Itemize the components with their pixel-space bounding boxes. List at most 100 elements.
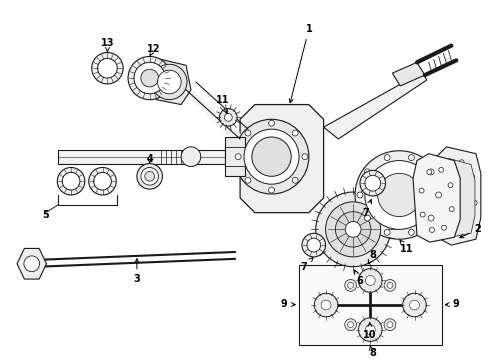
Circle shape	[440, 187, 444, 192]
Text: 9: 9	[445, 299, 460, 309]
Circle shape	[89, 167, 116, 195]
Circle shape	[430, 228, 435, 233]
Circle shape	[345, 319, 357, 330]
Circle shape	[365, 215, 370, 221]
Circle shape	[234, 119, 309, 194]
Circle shape	[472, 200, 477, 205]
Circle shape	[345, 279, 357, 291]
Circle shape	[269, 120, 274, 126]
Circle shape	[442, 212, 447, 217]
Circle shape	[420, 212, 425, 217]
Polygon shape	[58, 150, 225, 163]
Circle shape	[384, 229, 390, 235]
Circle shape	[151, 64, 187, 100]
Circle shape	[427, 170, 432, 175]
Polygon shape	[240, 104, 323, 213]
Text: 3: 3	[134, 259, 140, 284]
Text: 8: 8	[368, 250, 376, 264]
Circle shape	[470, 175, 475, 179]
Circle shape	[158, 70, 181, 94]
Circle shape	[365, 175, 381, 191]
Circle shape	[384, 319, 396, 330]
Circle shape	[137, 163, 163, 189]
Circle shape	[366, 275, 375, 285]
Circle shape	[439, 167, 444, 172]
Circle shape	[292, 177, 298, 183]
Circle shape	[446, 165, 451, 170]
Polygon shape	[225, 137, 245, 176]
Text: 5: 5	[42, 210, 49, 220]
Circle shape	[428, 215, 434, 221]
Circle shape	[94, 172, 111, 190]
Circle shape	[409, 229, 415, 235]
Text: 11: 11	[400, 240, 414, 254]
Text: 4: 4	[147, 154, 153, 163]
Text: 10: 10	[363, 323, 376, 341]
Circle shape	[24, 256, 40, 272]
Polygon shape	[437, 159, 475, 237]
Circle shape	[245, 177, 251, 183]
Circle shape	[345, 221, 361, 237]
Text: 7: 7	[363, 199, 371, 218]
Circle shape	[245, 130, 251, 136]
Circle shape	[181, 147, 201, 166]
Circle shape	[459, 160, 464, 165]
Polygon shape	[17, 248, 47, 279]
Circle shape	[419, 188, 424, 193]
Circle shape	[128, 57, 172, 100]
Polygon shape	[413, 154, 460, 242]
Circle shape	[387, 283, 393, 288]
Polygon shape	[142, 58, 191, 104]
Circle shape	[359, 269, 382, 292]
Circle shape	[321, 300, 331, 310]
Circle shape	[134, 62, 166, 94]
Circle shape	[366, 325, 375, 334]
Circle shape	[269, 187, 274, 193]
Circle shape	[357, 192, 363, 198]
Circle shape	[292, 130, 298, 136]
Polygon shape	[433, 147, 481, 245]
Text: 13: 13	[100, 38, 114, 51]
Circle shape	[441, 225, 446, 230]
Circle shape	[410, 300, 419, 310]
Circle shape	[325, 202, 381, 257]
Circle shape	[365, 169, 370, 175]
Text: 7: 7	[300, 258, 313, 272]
Bar	[299, 265, 441, 345]
Circle shape	[355, 151, 443, 239]
Circle shape	[145, 171, 154, 181]
Circle shape	[92, 53, 123, 84]
Polygon shape	[392, 62, 425, 86]
Circle shape	[360, 170, 386, 196]
Polygon shape	[323, 72, 427, 139]
Circle shape	[224, 113, 232, 121]
Circle shape	[302, 233, 325, 257]
Circle shape	[348, 283, 354, 288]
Circle shape	[314, 293, 338, 317]
Circle shape	[436, 192, 441, 198]
Circle shape	[449, 207, 454, 212]
Circle shape	[387, 322, 393, 328]
Circle shape	[307, 238, 320, 252]
Circle shape	[252, 137, 291, 176]
Circle shape	[244, 129, 299, 184]
Text: 8: 8	[369, 345, 376, 358]
Text: 2: 2	[460, 224, 481, 238]
Text: 1: 1	[289, 24, 312, 103]
Circle shape	[428, 169, 434, 175]
Circle shape	[141, 69, 159, 87]
Circle shape	[302, 154, 308, 159]
Circle shape	[316, 192, 391, 267]
Circle shape	[448, 183, 453, 188]
Circle shape	[235, 154, 241, 159]
Circle shape	[365, 161, 434, 229]
Circle shape	[57, 167, 85, 195]
Circle shape	[409, 155, 415, 161]
Circle shape	[452, 227, 457, 232]
Circle shape	[220, 108, 237, 126]
Circle shape	[378, 174, 421, 217]
Circle shape	[384, 155, 390, 161]
Circle shape	[403, 293, 426, 317]
Circle shape	[348, 322, 354, 328]
Text: 6: 6	[355, 270, 364, 287]
